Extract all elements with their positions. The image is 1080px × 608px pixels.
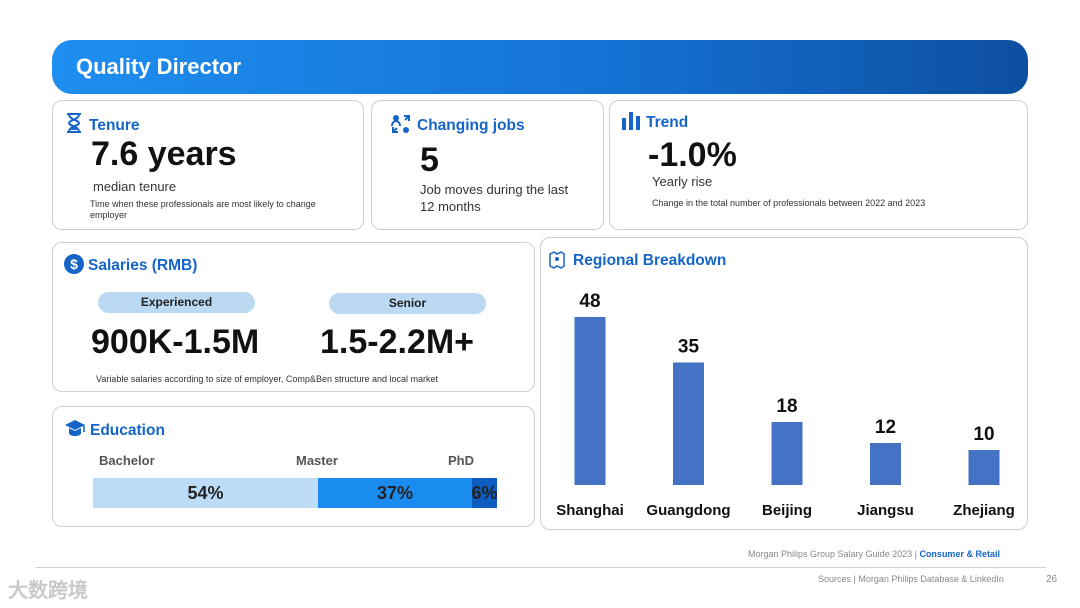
bar-zhejiang xyxy=(968,450,1000,485)
education-label-phd: PhD xyxy=(448,453,474,468)
tenure-subtitle: median tenure xyxy=(93,179,177,194)
footer-sources: Sources | Morgan Philips Database & Link… xyxy=(818,574,1004,584)
people-exchange-icon xyxy=(390,113,412,140)
trend-note: Change in the total number of profession… xyxy=(652,198,926,208)
education-segment-bachelor: 54% xyxy=(93,478,318,508)
value-label-zhejiang: 10 xyxy=(973,424,994,445)
bar-jiangsu xyxy=(870,443,901,485)
salaries-note: Variable salaries according to size of e… xyxy=(96,374,438,384)
bar-shanghai xyxy=(574,317,606,485)
category-label-shanghai: Shanghai xyxy=(556,502,624,519)
education-card: Education Bachelor Master PhD 54% 37% 6% xyxy=(52,406,535,527)
value-label-beijing: 18 xyxy=(776,396,797,417)
graduation-cap-icon xyxy=(64,419,86,444)
footer-guide-text: Morgan Philips Group Salary Guide 2023 | xyxy=(748,549,920,559)
svg-text:$: $ xyxy=(70,256,78,272)
experienced-salary: 900K-1.5M xyxy=(91,323,260,361)
category-label-beijing: Beijing xyxy=(762,502,812,519)
regional-breakdown-card: Regional Breakdown 48 Shanghai 35 Guangdong… xyxy=(540,237,1028,530)
education-label-bachelor: Bachelor xyxy=(99,453,155,468)
hourglass-icon xyxy=(66,113,82,138)
tenure-card: Tenure 7.6 years median tenure Time when… xyxy=(52,100,364,230)
experienced-label: Experienced xyxy=(98,292,255,313)
tenure-title: Tenure xyxy=(89,117,140,134)
dollar-circle-icon: $ xyxy=(64,254,84,279)
education-label-master: Master xyxy=(296,453,338,468)
footer-guide: Morgan Philips Group Salary Guide 2023 |… xyxy=(748,549,1000,559)
education-stacked-bar: 54% 37% 6% xyxy=(93,478,498,508)
salaries-title: Salaries (RMB) xyxy=(88,257,198,274)
tenure-note: Time when these professionals are most l… xyxy=(90,199,316,220)
page-title: Quality Director xyxy=(76,54,242,79)
category-label-jiangsu: Jiangsu xyxy=(857,502,914,519)
bar-chart-icon xyxy=(621,112,641,135)
footer-divider xyxy=(36,567,1046,568)
changing-jobs-subtitle: Job moves during the last 12 months xyxy=(420,182,569,214)
changing-jobs-value: 5 xyxy=(420,141,439,179)
category-label-guangdong: Guangdong xyxy=(646,502,730,519)
regional-breakdown-title: Regional Breakdown xyxy=(573,252,727,269)
changing-jobs-card: Changing jobs 5 Job moves during the las… xyxy=(371,100,604,230)
trend-subtitle: Yearly rise xyxy=(652,174,713,189)
value-label-guangdong: 35 xyxy=(678,337,700,358)
trend-title: Trend xyxy=(646,114,689,131)
page-number: 26 xyxy=(1046,574,1058,585)
salaries-card: $ Salaries (RMB) Experienced Senior 900K… xyxy=(52,242,535,392)
value-label-shanghai: 48 xyxy=(579,291,600,312)
senior-label: Senior xyxy=(329,293,486,314)
education-segment-master: 37% xyxy=(317,478,472,508)
page-header: Quality Director xyxy=(52,40,1028,94)
senior-salary: 1.5-2.2M+ xyxy=(320,323,475,361)
bar-guangdong xyxy=(673,362,704,485)
trend-card: Trend -1.0% Yearly rise Change in the to… xyxy=(609,100,1028,230)
footer-section: Consumer & Retail xyxy=(919,549,1000,559)
tenure-value: 7.6 years xyxy=(91,135,237,173)
trend-value: -1.0% xyxy=(648,136,737,174)
value-label-jiangsu: 12 xyxy=(875,417,896,438)
education-segment-phd: 6% xyxy=(471,478,498,508)
map-icon xyxy=(547,250,567,275)
category-label-zhejiang: Zhejiang xyxy=(953,502,1015,519)
changing-jobs-title: Changing jobs xyxy=(417,117,525,134)
education-title: Education xyxy=(90,422,165,439)
bar-beijing xyxy=(771,422,803,485)
regional-bar-chart: 48 Shanghai 35 Guangdong 18 Beijing 12 Jiangsu 1… xyxy=(556,291,1015,519)
watermark-logo: 大数跨境 xyxy=(8,580,88,602)
